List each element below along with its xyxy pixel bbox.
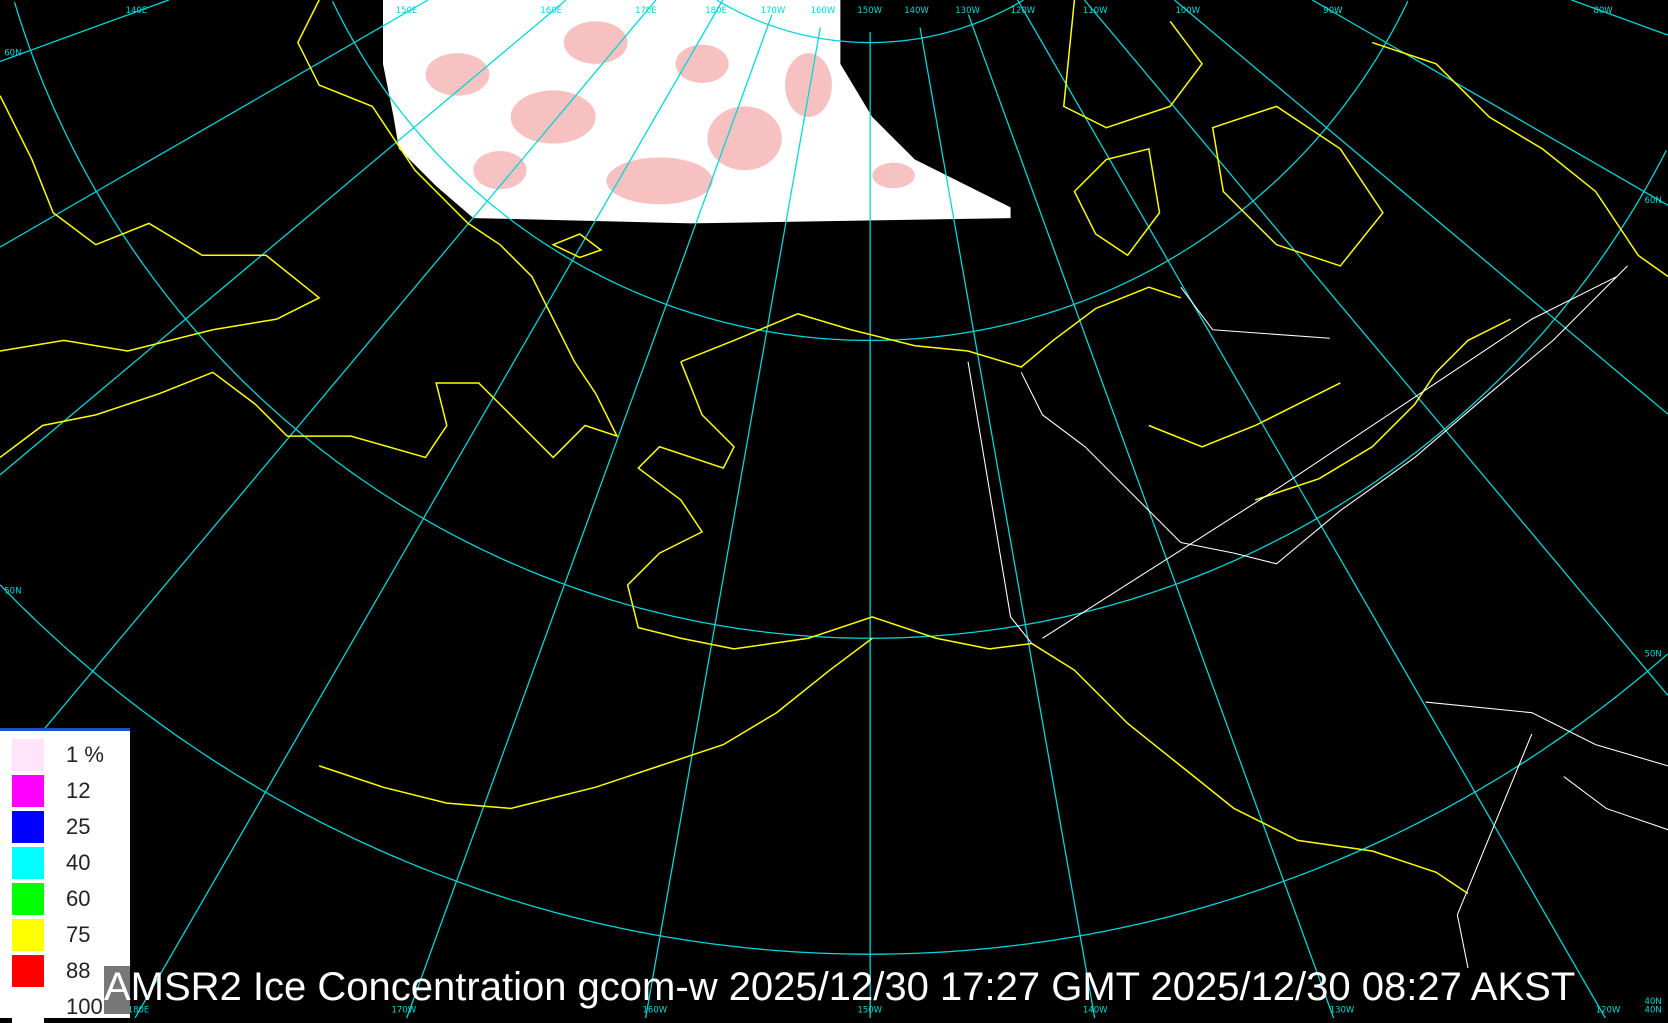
legend-item: 60 <box>12 883 90 915</box>
graticule-label: 60N <box>4 48 21 58</box>
legend-label: 88 <box>66 958 91 983</box>
graticule-label: 100W <box>1175 6 1200 16</box>
map-title: AMSR2 Ice Concentration gcom-w 2025/12/3… <box>104 965 1576 1009</box>
graticule-label: 130W <box>1330 1006 1355 1016</box>
meridian-line <box>1312 0 1668 206</box>
meridian-line <box>1174 0 1668 415</box>
meridian-line <box>1083 0 1668 696</box>
legend-item: 25 <box>12 811 90 843</box>
legend-label: 75 <box>66 922 91 947</box>
political-borders <box>967 265 1668 969</box>
graticule-label: 130W <box>955 6 980 16</box>
meridian-line <box>406 14 773 1018</box>
legend-item: 88 <box>12 955 90 987</box>
legend-item: 100 <box>12 991 103 1023</box>
graticule-label: 160E <box>540 6 562 16</box>
legend-item: 40 <box>12 847 90 879</box>
sea-ice-area <box>382 0 1011 224</box>
legend-item: 1 % <box>12 739 104 771</box>
graticule-label: 150E <box>396 6 418 16</box>
parallel-line <box>0 584 1668 955</box>
legend-swatch <box>12 919 44 951</box>
graticule-label: 110W <box>1083 6 1108 16</box>
graticule-label: 170E <box>635 6 657 16</box>
legend-label: 12 <box>66 778 91 803</box>
legend-swatch <box>12 811 44 843</box>
graticule-label: 170W <box>761 6 786 16</box>
graticule-label: 50N <box>1645 649 1662 659</box>
parallel-line <box>13 2 1667 639</box>
legend-swatch <box>12 883 44 915</box>
graticule-label: 140W <box>1083 1006 1108 1016</box>
meridian-line <box>1571 0 1668 36</box>
meridian-line <box>0 0 567 476</box>
graticule-label: 80W <box>1594 6 1614 16</box>
legend-label: 25 <box>66 814 91 839</box>
meridian-line <box>134 0 724 1018</box>
legend-swatch <box>12 991 44 1023</box>
legend-label: 1 % <box>66 742 104 767</box>
graticule-label: 60N <box>1645 196 1662 206</box>
meridian-line <box>0 0 657 783</box>
graticule-label: 180E <box>705 6 727 16</box>
graticule-label: 40N <box>1645 997 1662 1007</box>
graticule-label: 160W <box>643 1006 668 1016</box>
title-background <box>104 966 130 1014</box>
legend-swatch <box>12 739 44 771</box>
legend-swatch <box>12 847 44 879</box>
legend-label: 40 <box>66 850 91 875</box>
graticule-labels: 140E 150E 160E 170E 180E 170W 160W 150W 140W 130W… <box>4 6 1661 1016</box>
legend-swatch <box>12 775 44 807</box>
graticule-label: 150W <box>857 6 882 16</box>
graticule-label: 140W <box>904 6 929 16</box>
legend-item: 12 <box>12 775 90 807</box>
graticule-label: 140E <box>126 6 148 16</box>
meridian-line <box>1017 0 1606 1018</box>
graticule-label: 180E <box>128 1006 150 1016</box>
graticule-label: 120W <box>1596 1006 1621 1016</box>
graticule-label: 40N <box>1645 1006 1662 1016</box>
legend-label: 60 <box>66 886 91 911</box>
legend-swatch <box>12 955 44 987</box>
graticule-label: 50N <box>4 587 21 597</box>
graticule-label: 170W <box>391 1006 416 1016</box>
graticule-label: 150W <box>857 1006 882 1016</box>
meridian-line <box>645 27 821 1018</box>
legend-item: 75 <box>12 919 90 951</box>
graticule-label: 160W <box>811 6 836 16</box>
meridian-line <box>919 27 1096 1018</box>
meridian-line <box>0 0 169 63</box>
graticule-label: 90W <box>1323 6 1343 16</box>
meridian-line <box>0 0 429 248</box>
legend-label: 100 <box>66 994 103 1019</box>
graticule-label: 120W <box>1011 6 1036 16</box>
meridian-line <box>967 14 1335 1018</box>
coastlines <box>0 0 1668 895</box>
